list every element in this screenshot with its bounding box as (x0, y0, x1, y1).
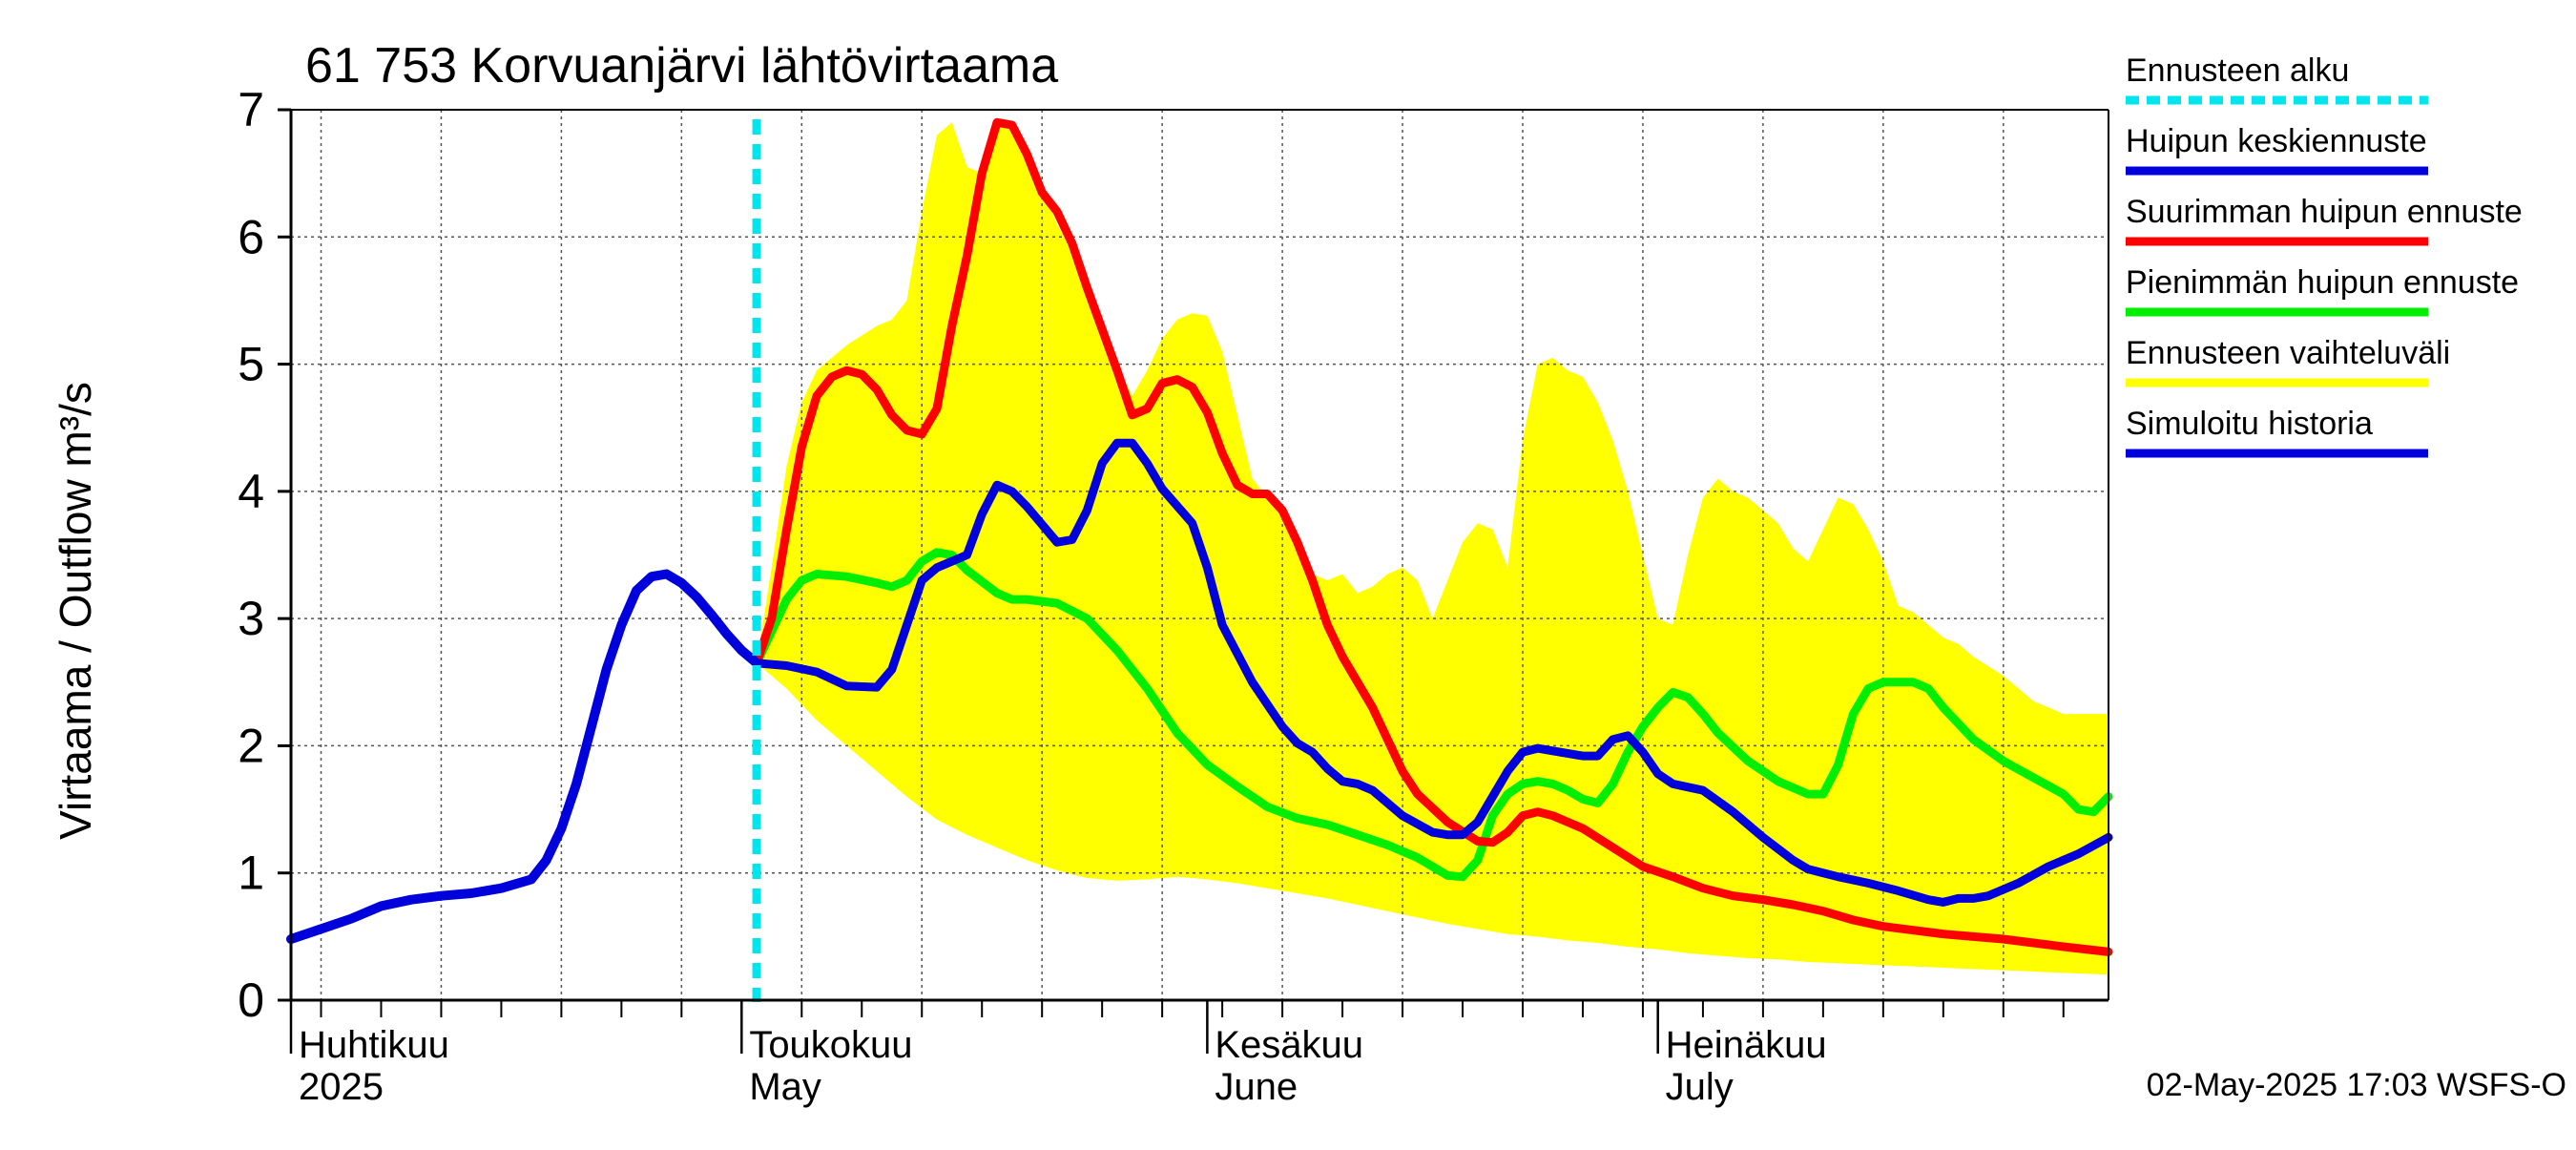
y-tick-label: 5 (238, 338, 264, 391)
x-month-sublabel: July (1666, 1066, 1734, 1108)
plot-layer: 01234567Huhtikuu2025ToukokuuMayKesäkuuJu… (238, 83, 2113, 1108)
series-max-peak-line (752, 117, 2113, 956)
y-tick-label: 7 (238, 83, 264, 136)
legend-label: Pienimmän huipun ennuste (2126, 264, 2519, 301)
y-axis-label: Virtaama / Outflow m³/s (51, 382, 100, 840)
forecast-range-band (757, 122, 2109, 975)
y-tick-label: 6 (238, 210, 264, 263)
x-month-sublabel: May (749, 1066, 821, 1108)
y-tick-label: 3 (238, 592, 264, 645)
y-tick-label: 4 (238, 465, 264, 518)
x-month-label: Kesäkuu (1215, 1024, 1363, 1066)
legend-item-mean: Huipun keskiennuste (2126, 123, 2428, 176)
y-tick-label: 1 (238, 847, 264, 900)
legend-item-start: Ennusteen alku (2126, 52, 2428, 105)
y-tick-label: 0 (238, 973, 264, 1027)
legend-label: Ennusteen alku (2126, 52, 2349, 89)
chart-title: 61 753 Korvuanjärvi lähtövirtaama (305, 38, 1058, 94)
series-simulated-history-line (286, 569, 762, 944)
legend-label: Huipun keskiennuste (2126, 123, 2427, 159)
x-month-sublabel: June (1215, 1066, 1298, 1108)
legend-item-band: Ennusteen vaihteluväli (2126, 335, 2450, 387)
legend-label: Simuloitu historia (2126, 406, 2373, 442)
timestamp-label: 02-May-2025 17:03 WSFS-O (2147, 1067, 2566, 1103)
legend: Ennusteen alku Huipun keskiennuste Suurimm… (2126, 52, 2523, 458)
y-tick-label: 2 (238, 719, 264, 772)
x-month-label: Heinäkuu (1666, 1024, 1827, 1066)
legend-item-max: Suurimman huipun ennuste (2126, 194, 2523, 246)
x-month-sublabel: 2025 (299, 1066, 384, 1108)
legend-label: Ennusteen vaihteluväli (2126, 335, 2450, 371)
legend-item-min: Pienimmän huipun ennuste (2126, 264, 2519, 317)
series-min-peak-line (752, 548, 2113, 882)
legend-item-history: Simuloitu historia (2126, 406, 2428, 458)
legend-label: Suurimman huipun ennuste (2126, 194, 2523, 230)
x-month-label: Huhtikuu (299, 1024, 449, 1066)
series-mean-peak-line (752, 438, 2113, 907)
x-month-label: Toukokuu (749, 1024, 912, 1066)
